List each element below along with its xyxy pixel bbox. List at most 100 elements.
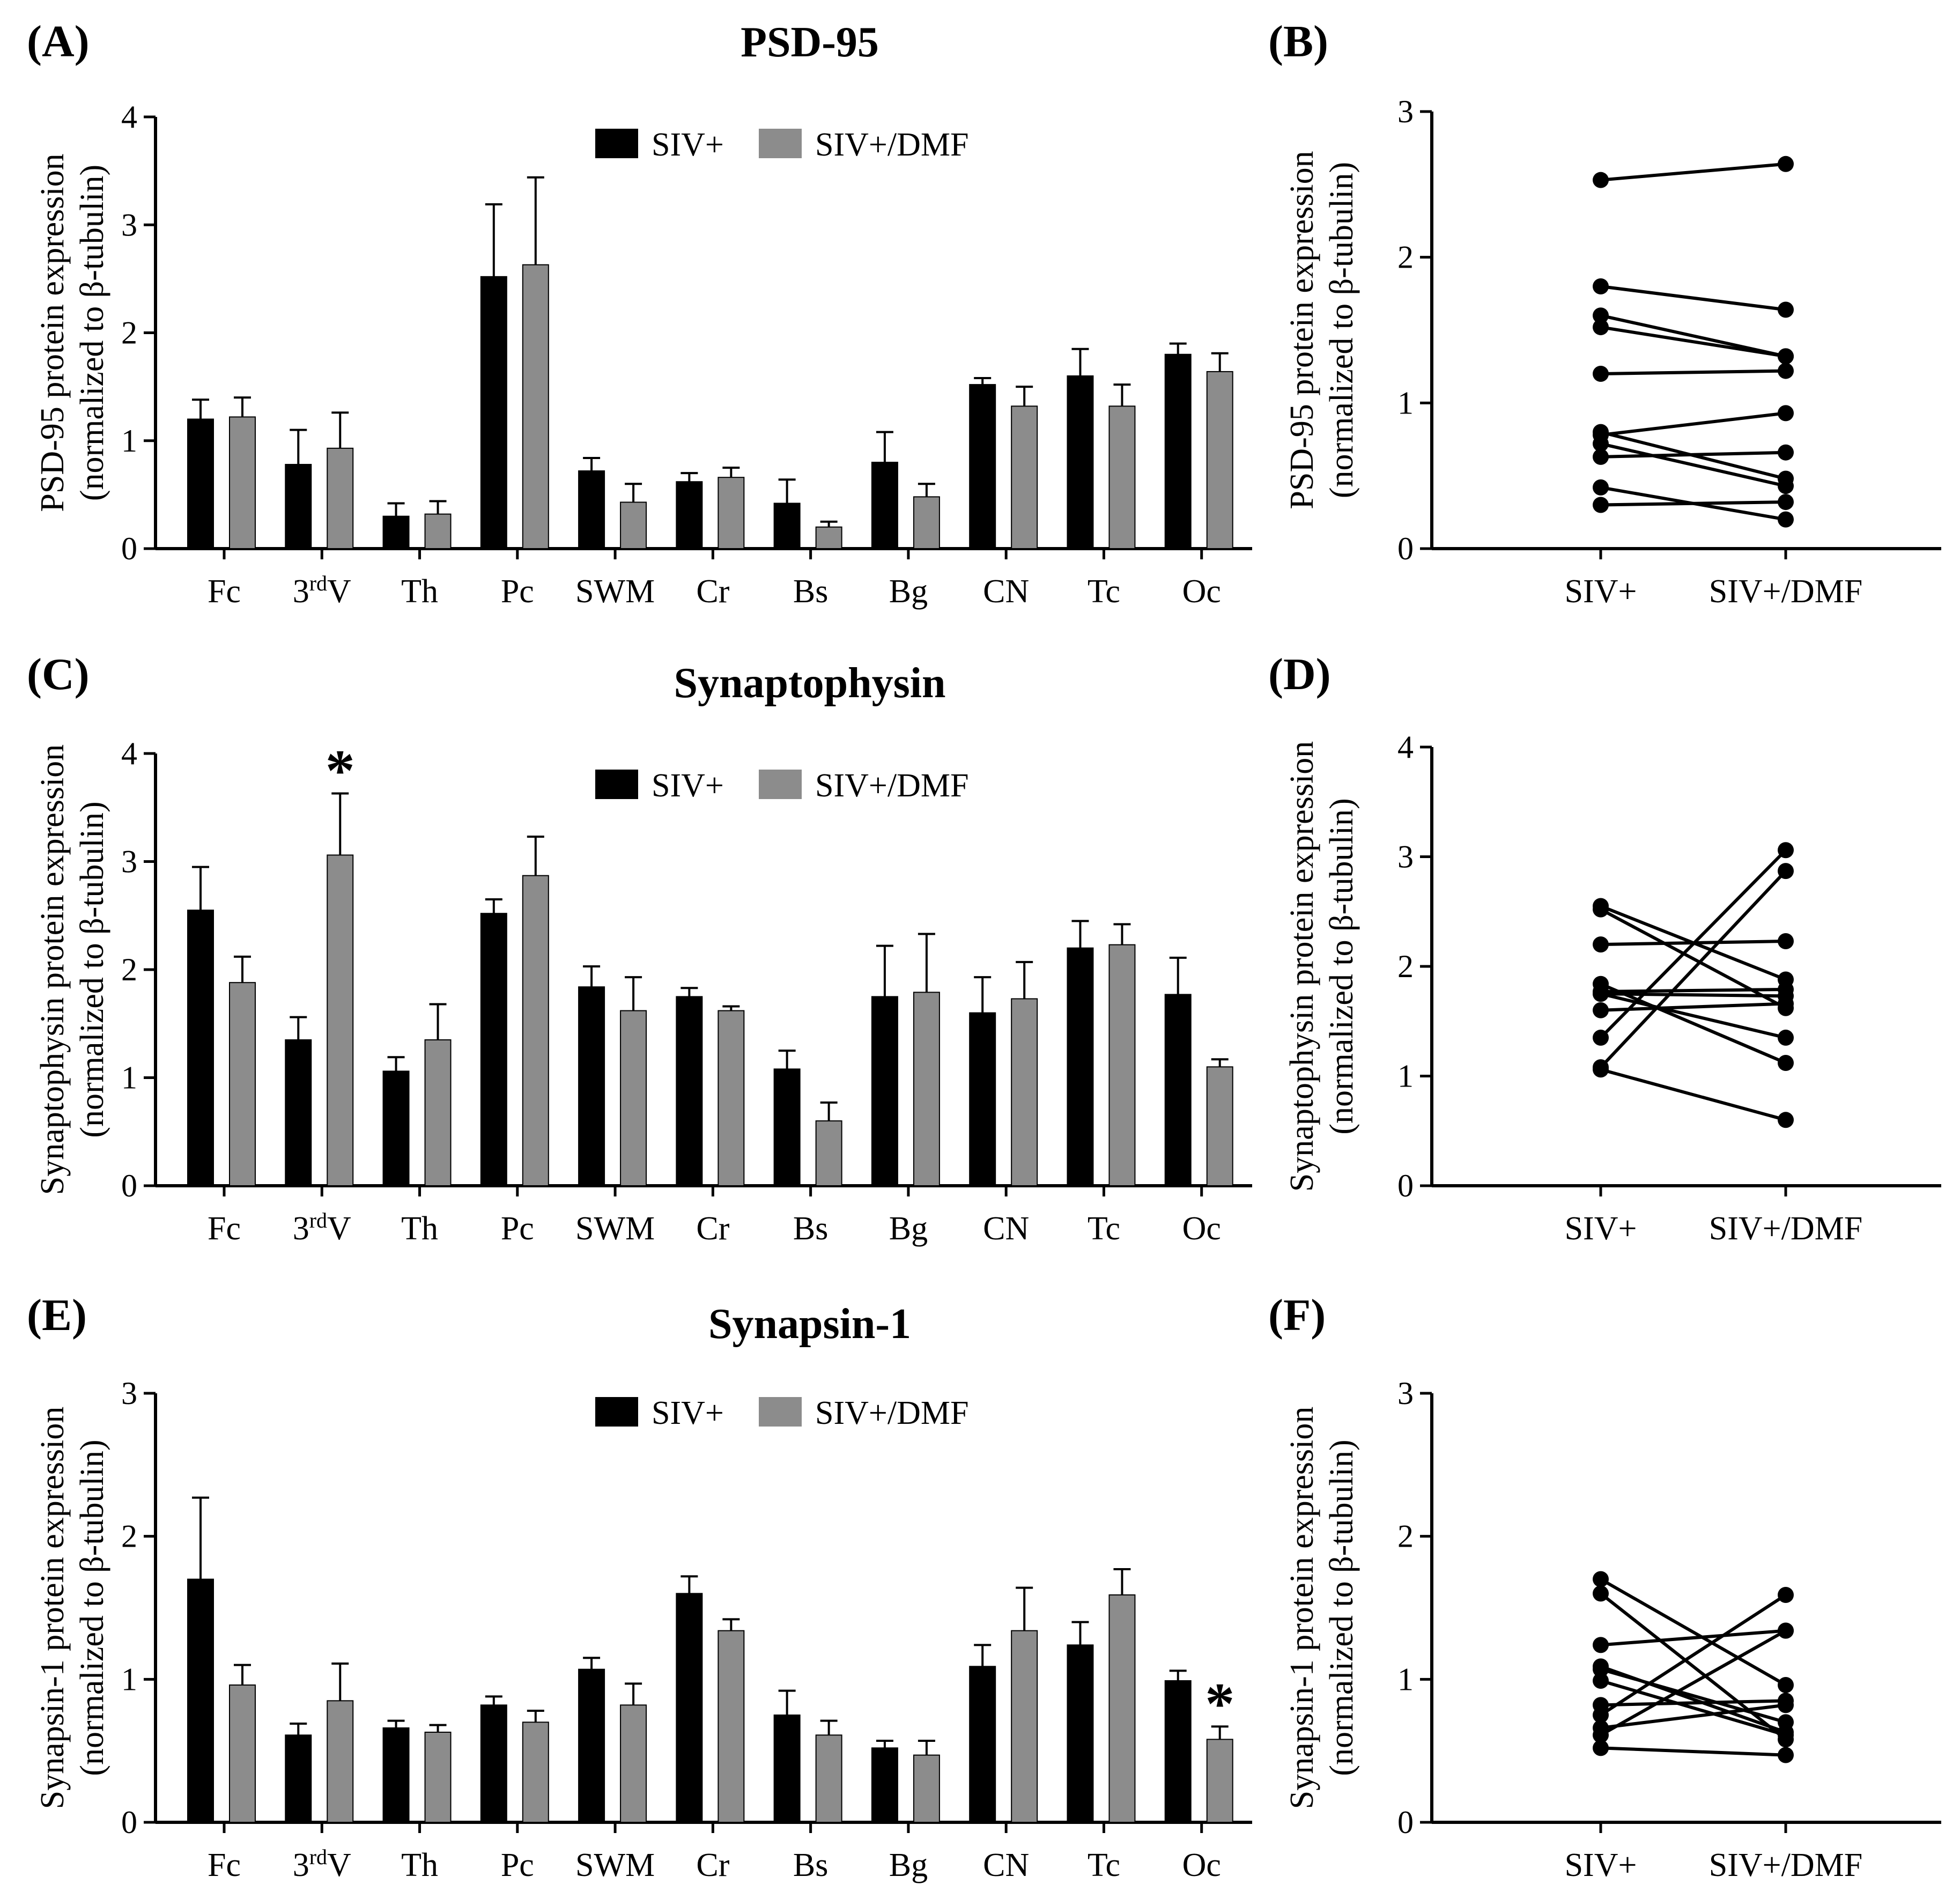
- x-tick-label: Fc: [208, 1210, 241, 1247]
- point-siv-dmf: [1778, 494, 1794, 511]
- bar-siv-dmf-cn: [1011, 1630, 1038, 1823]
- bar-siv-tc: [1067, 1644, 1094, 1823]
- bar-siv-dmf-cr: [718, 1630, 745, 1823]
- bar-siv-dmf-3rdv: [327, 1700, 354, 1823]
- bar-siv-bs: [773, 1068, 801, 1186]
- bar-siv-fc: [187, 910, 214, 1187]
- y-axis-label-line1: Synapsin-1 protein expression: [34, 1407, 71, 1809]
- paired-line: [1600, 992, 1786, 1039]
- y-tick-label: 4: [121, 99, 137, 135]
- panel-b: (B) PSD-95 protein expression (normalized …: [1268, 17, 1941, 610]
- panel-letter: (C): [27, 649, 90, 699]
- bar-siv-bg: [871, 462, 898, 549]
- bar-siv-dmf-tc: [1108, 944, 1136, 1187]
- legend-label-siv: SIV+: [652, 767, 724, 804]
- paired-line: [1600, 1068, 1786, 1122]
- bar-siv-dmf-bs: [815, 1734, 842, 1823]
- x-tick-label: Th: [401, 1847, 438, 1883]
- bar-siv-dmf-cn: [1011, 998, 1038, 1187]
- paired-line: [1600, 285, 1786, 312]
- point-siv: [1593, 986, 1609, 1002]
- bar-siv-dmf-fc: [229, 416, 256, 549]
- legend-label-siv-dmf: SIV+/DMF: [815, 127, 968, 163]
- paired-line: [1600, 1746, 1786, 1757]
- x-tick-label: Tc: [1088, 1210, 1120, 1247]
- point-siv: [1593, 1740, 1609, 1756]
- x-tick-label: Th: [401, 1210, 438, 1247]
- bar-siv-dmf-3rdv: [327, 854, 354, 1187]
- bar-siv-dmf-tc: [1108, 405, 1136, 549]
- bar-siv-dmf-swm: [620, 1704, 647, 1823]
- x-tick-label: SIV+: [1565, 1847, 1637, 1883]
- legend-swatch-siv: [595, 770, 638, 799]
- point-siv: [1593, 1661, 1609, 1678]
- paired-line: [1600, 982, 1787, 1065]
- x-tick-label: Oc: [1182, 1847, 1221, 1883]
- point-siv-dmf: [1778, 156, 1794, 172]
- bar-siv-cn: [969, 1012, 996, 1186]
- y-tick-label: 3: [1397, 839, 1414, 875]
- paired-line: [1600, 992, 1786, 998]
- y-tick-label: 2: [121, 315, 137, 351]
- y-tick-label: 3: [121, 1376, 137, 1411]
- legend-label-siv: SIV+: [652, 1395, 724, 1431]
- point-siv: [1593, 307, 1609, 324]
- bar-siv-dmf-bs: [815, 526, 842, 549]
- y-axis-label-line1: Synaptophysin protein expression: [34, 744, 71, 1195]
- x-tick-label: Cr: [696, 1210, 729, 1247]
- point-siv-dmf: [1778, 842, 1794, 859]
- x-tick-label: Fc: [208, 1847, 241, 1883]
- paired-line: [1600, 908, 1787, 1010]
- x-tick-label: Pc: [501, 1210, 534, 1247]
- bar-siv-dmf-bg: [913, 496, 940, 550]
- bar-siv-dmf-swm: [620, 1010, 647, 1186]
- point-siv-dmf: [1778, 1029, 1794, 1046]
- paired-line: [1600, 162, 1786, 182]
- bar-siv-swm: [578, 1668, 605, 1823]
- x-tick-label: Pc: [501, 1847, 534, 1883]
- y-tick-label: 2: [1397, 240, 1414, 275]
- bar-siv-bs: [773, 503, 801, 549]
- bar-siv-3rdv: [285, 1734, 312, 1823]
- x-tick-label: Fc: [208, 573, 241, 610]
- legend-swatch-siv: [595, 1397, 638, 1427]
- y-tick-label: 4: [121, 736, 137, 771]
- point-siv: [1593, 278, 1609, 294]
- point-siv: [1593, 435, 1609, 452]
- panel-letter: (E): [27, 1290, 87, 1340]
- point-siv: [1593, 366, 1609, 382]
- y-tick-label: 0: [1397, 1805, 1414, 1840]
- bar-siv-pc: [480, 913, 507, 1186]
- bar-siv-th: [382, 1727, 410, 1823]
- bar-siv-dmf-bg: [913, 992, 940, 1186]
- x-tick-label: Tc: [1088, 1847, 1120, 1883]
- bar-siv-cn: [969, 1666, 996, 1823]
- paired-line: [1600, 1629, 1786, 1647]
- point-siv: [1593, 1571, 1609, 1587]
- paired-line: [1600, 314, 1786, 358]
- bar-siv-dmf-swm: [620, 501, 647, 550]
- bar-siv-dmf-bs: [815, 1120, 842, 1187]
- point-siv: [1593, 936, 1609, 953]
- chart-title: Synapsin-1: [708, 1301, 911, 1348]
- x-tick-label: SWM: [575, 1210, 655, 1247]
- bar-siv-dmf-th: [424, 1732, 452, 1823]
- bar-siv-th: [382, 1070, 410, 1187]
- paired-line: [1600, 450, 1786, 459]
- y-axis-label-line2: (normalized to β-tubulin): [74, 801, 110, 1137]
- bar-siv-dmf-pc: [522, 1721, 549, 1823]
- y-tick-label: 1: [121, 1060, 137, 1096]
- paired-line: [1600, 326, 1786, 358]
- y-tick-label: 4: [1397, 729, 1414, 765]
- point-siv: [1593, 1673, 1609, 1689]
- bar-siv-th: [382, 515, 410, 549]
- panel-e: (E) Synapsin-1 Synapsin-1 protein expressi…: [27, 1290, 1252, 1883]
- y-axis-label: PSD-95 protein expression (normalized to …: [34, 153, 110, 512]
- legend-swatch-siv-dmf: [759, 770, 802, 799]
- legend: SIV+ SIV+/DMF: [595, 767, 968, 804]
- y-axis-label-line1: PSD-95 protein expression: [34, 153, 71, 512]
- bar-siv-3rdv: [285, 1039, 312, 1186]
- point-siv-dmf: [1778, 1587, 1794, 1603]
- paired-line: [1600, 1667, 1786, 1724]
- y-axis-label-line2: (normalized to β-tubulin): [1323, 798, 1360, 1134]
